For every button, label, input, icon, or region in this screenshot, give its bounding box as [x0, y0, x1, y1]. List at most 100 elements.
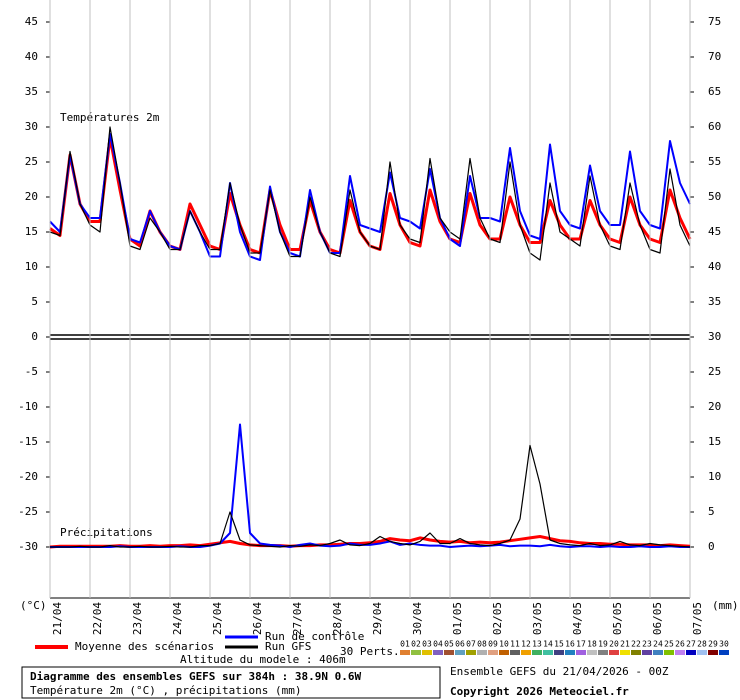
y-tick-label: -30 — [18, 540, 38, 553]
pert-label: 25 — [664, 640, 674, 649]
pert-swatch — [488, 650, 498, 655]
footer-title: Diagramme des ensembles GEFS sur 384h : … — [30, 670, 362, 683]
pert-label: 01 — [400, 640, 410, 649]
pert-swatch — [499, 650, 509, 655]
y-tick-label: 40 — [25, 50, 38, 63]
y-tick-label: 5 — [31, 295, 38, 308]
y-tick-label: 45 — [25, 15, 38, 28]
pert-swatch — [543, 650, 553, 655]
x-tick-label: 07/05 — [691, 602, 704, 635]
pert-label: 02 — [411, 640, 421, 649]
pert-swatch — [400, 650, 410, 655]
pert-swatch — [664, 650, 674, 655]
pert-label: 24 — [653, 640, 663, 649]
pert-swatch — [697, 650, 707, 655]
y2-tick-label: 75 — [708, 15, 721, 28]
pert-swatch — [631, 650, 641, 655]
x-tick-label: 02/05 — [491, 602, 504, 635]
y2-tick-label: 15 — [708, 435, 721, 448]
y-tick-label: -10 — [18, 400, 38, 413]
pert-swatch — [466, 650, 476, 655]
y2-tick-label: 55 — [708, 155, 721, 168]
footer-run: Ensemble GEFS du 21/04/2026 - 00Z — [450, 665, 669, 678]
pert-swatch — [598, 650, 608, 655]
legend-label: Run GFS — [265, 640, 311, 653]
temperature-title: Températures 2m — [60, 111, 160, 124]
pert-swatch — [565, 650, 575, 655]
pert-label: 07 — [466, 640, 476, 649]
y2-tick-label: 65 — [708, 85, 721, 98]
footer-box — [21, 666, 441, 699]
y2-tick-label: 70 — [708, 50, 721, 63]
y-tick-label: 15 — [25, 225, 38, 238]
pert-label: 19 — [598, 640, 608, 649]
x-tick-label: 01/05 — [451, 602, 464, 635]
y2-tick-label: 5 — [708, 505, 715, 518]
pert-swatch — [411, 650, 421, 655]
x-tick-label: 06/05 — [651, 602, 664, 635]
pert-swatch — [532, 650, 542, 655]
y-tick-label: -20 — [18, 470, 38, 483]
pert-swatch — [433, 650, 443, 655]
pert-label: 22 — [631, 640, 641, 649]
y2-tick-label: 25 — [708, 365, 721, 378]
pert-swatch — [455, 650, 465, 655]
legend-label: Moyenne des scénarios — [75, 640, 214, 653]
pert-swatch — [477, 650, 487, 655]
altitude: Altitude du modele : 406m — [180, 653, 346, 666]
y2-tick-label: 45 — [708, 225, 721, 238]
pert-swatch — [620, 650, 630, 655]
y-tick-label: 0 — [31, 330, 38, 343]
series-line — [50, 444, 691, 548]
pert-label: 09 — [488, 640, 498, 649]
pert-swatch — [587, 650, 597, 655]
x-tick-label: 27/04 — [291, 602, 304, 635]
x-tick-label: 26/04 — [251, 602, 264, 635]
x-tick-label: 24/04 — [171, 602, 184, 635]
x-tick-label: 05/05 — [611, 602, 624, 635]
x-tick-label: 04/05 — [571, 602, 584, 635]
pert-swatch — [675, 650, 685, 655]
x-tick-label: 21/04 — [51, 602, 64, 635]
pert-label: 23 — [642, 640, 652, 649]
footer-subtitle: Température 2m (°C) , précipitations (mm… — [30, 684, 302, 697]
pert-label: 12 — [521, 640, 531, 649]
pert-label: 11 — [510, 640, 520, 649]
pert-swatch — [609, 650, 619, 655]
pert-swatch — [510, 650, 520, 655]
pert-label: 13 — [532, 640, 542, 649]
footer-copyright: Copyright 2026 Meteociel.fr — [450, 685, 629, 698]
legend-label: Run de contrôle — [265, 630, 364, 643]
pert-label: 08 — [477, 640, 487, 649]
y-tick-label: 35 — [25, 85, 38, 98]
pert-swatch — [521, 650, 531, 655]
x-tick-label: 30/04 — [411, 602, 424, 635]
y-tick-label: 10 — [25, 260, 38, 273]
y2-tick-label: 40 — [708, 260, 721, 273]
pert-label: 29 — [708, 640, 718, 649]
y-tick-label: 30 — [25, 120, 38, 133]
x-tick-label: 25/04 — [211, 602, 224, 635]
pert-label: 03 — [422, 640, 432, 649]
x-tick-label: 23/04 — [131, 602, 144, 635]
y2-tick-label: 0 — [708, 540, 715, 553]
y-tick-label: -15 — [18, 435, 38, 448]
y2-tick-label: 30 — [708, 330, 721, 343]
pert-label: 28 — [697, 640, 707, 649]
x-tick-label: 03/05 — [531, 602, 544, 635]
legend: Moyenne des scénarios Run de contrôleRun … — [35, 630, 729, 655]
y2-tick-label: 60 — [708, 120, 721, 133]
pert-swatch — [708, 650, 718, 655]
pert-label: 06 — [455, 640, 465, 649]
pert-label: 10 — [499, 640, 509, 649]
pert-swatch — [554, 650, 564, 655]
pert-label: 17 — [576, 640, 586, 649]
perts-label: 30 Perts. — [340, 645, 400, 658]
y-tick-label: 20 — [25, 190, 38, 203]
pert-label: 05 — [444, 640, 454, 649]
pert-swatch — [422, 650, 432, 655]
y-label: (°C) — [20, 599, 47, 612]
pert-label: 20 — [609, 640, 619, 649]
